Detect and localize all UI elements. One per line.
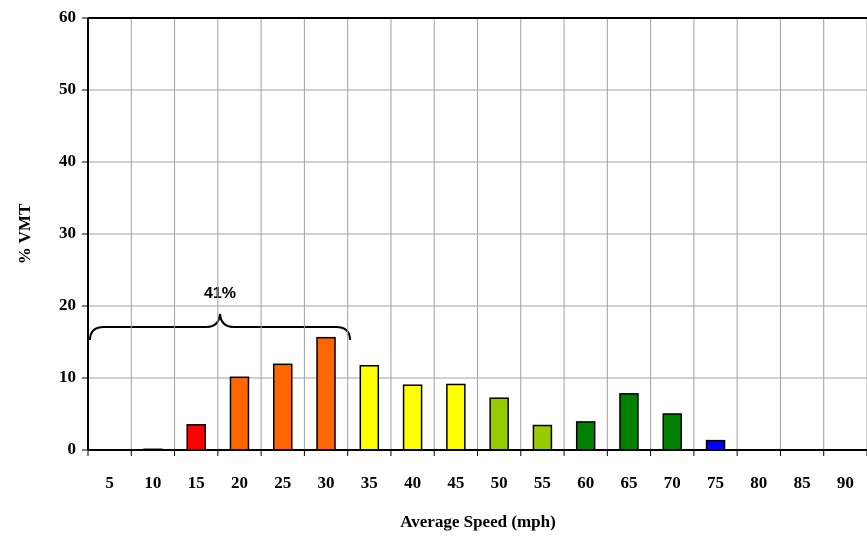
x-tick-label: 35: [361, 473, 378, 492]
y-tick-label: 60: [59, 7, 76, 26]
bar: [446, 383, 466, 451]
bar: [489, 397, 509, 451]
x-tick-label: 30: [318, 473, 335, 492]
bar: [316, 336, 336, 451]
y-tick-label: 10: [59, 367, 76, 386]
x-tick-label: 85: [794, 473, 811, 492]
brace: [89, 313, 351, 341]
x-tick-label: 5: [105, 473, 114, 492]
bar: [273, 363, 293, 451]
x-tick-label: 15: [188, 473, 205, 492]
bar: [402, 384, 423, 451]
y-tick-label: 20: [59, 295, 76, 314]
x-tick-label: 75: [707, 473, 724, 492]
y-tick-label: 50: [59, 79, 76, 98]
bar: [619, 393, 639, 451]
annotation: 41%: [204, 285, 236, 302]
bar: [575, 421, 596, 451]
x-tick-label: 25: [274, 473, 291, 492]
x-tick-label: 70: [664, 473, 681, 492]
x-tick-label: 60: [577, 473, 594, 492]
x-tick-label: 90: [837, 473, 854, 492]
x-axis-title: Average Speed (mph): [400, 512, 556, 531]
x-tick-label: 10: [144, 473, 161, 492]
bar: [662, 413, 682, 451]
x-tick-label: 80: [750, 473, 767, 492]
bar: [359, 365, 380, 451]
x-tick-label: 55: [534, 473, 551, 492]
x-tick-label: 50: [491, 473, 508, 492]
bar: [705, 439, 726, 451]
bar: [229, 376, 250, 451]
y-axis-title: % VMT: [15, 203, 34, 264]
x-tick-label: 20: [231, 473, 248, 492]
y-tick-label: 40: [59, 151, 76, 170]
bar: [186, 424, 206, 451]
x-tick-label: 45: [447, 473, 464, 492]
x-tick-label: 65: [620, 473, 637, 492]
y-tick-label: 30: [59, 223, 76, 242]
bar: [532, 424, 553, 451]
x-tick-label: 40: [404, 473, 421, 492]
y-tick-label: 0: [68, 439, 77, 458]
